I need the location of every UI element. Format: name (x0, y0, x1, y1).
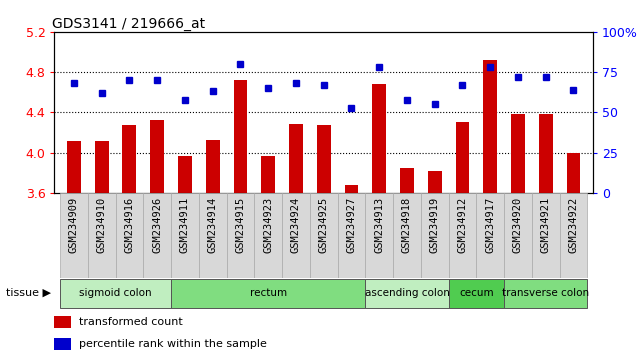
Text: GSM234911: GSM234911 (180, 197, 190, 253)
Bar (456, 122, 469, 193)
Bar (115, 193, 144, 278)
Text: GSM234910: GSM234910 (97, 197, 106, 253)
Text: GSM234915: GSM234915 (235, 197, 246, 253)
Bar (504, 280, 587, 308)
Bar (317, 125, 331, 193)
Text: GSM234917: GSM234917 (485, 197, 495, 253)
Bar (365, 193, 393, 278)
Bar (54, 338, 71, 350)
Text: GSM234912: GSM234912 (458, 197, 467, 253)
Bar (233, 80, 247, 193)
Text: GSM234926: GSM234926 (152, 197, 162, 253)
Bar (289, 125, 303, 193)
Bar (67, 141, 81, 193)
Text: sigmoid colon: sigmoid colon (79, 288, 152, 298)
Bar (532, 193, 560, 278)
Bar (560, 193, 587, 278)
Text: GSM234927: GSM234927 (346, 197, 356, 253)
Text: cecum: cecum (459, 288, 494, 298)
Bar (144, 193, 171, 278)
Bar (54, 316, 71, 328)
Bar (95, 141, 108, 193)
Text: GSM234916: GSM234916 (124, 197, 135, 253)
Text: GSM234923: GSM234923 (263, 197, 273, 253)
Text: GSM234921: GSM234921 (541, 197, 551, 253)
Bar (282, 193, 310, 278)
Text: transformed count: transformed count (79, 317, 183, 327)
Bar (511, 114, 525, 193)
Bar (171, 280, 365, 308)
Bar (449, 280, 504, 308)
Bar (88, 193, 115, 278)
Text: GSM234913: GSM234913 (374, 197, 384, 253)
Bar (262, 156, 275, 193)
Text: GSM234909: GSM234909 (69, 197, 79, 253)
Text: GSM234918: GSM234918 (402, 197, 412, 253)
Bar (178, 156, 192, 193)
Bar (60, 280, 171, 308)
Text: GSM234920: GSM234920 (513, 197, 523, 253)
Bar (476, 193, 504, 278)
Bar (226, 193, 254, 278)
Bar (504, 193, 532, 278)
Bar (122, 125, 137, 193)
Bar (199, 193, 226, 278)
Text: percentile rank within the sample: percentile rank within the sample (79, 339, 267, 349)
Text: GSM234922: GSM234922 (569, 197, 578, 253)
Bar (338, 193, 365, 278)
Bar (539, 114, 553, 193)
Bar (344, 185, 358, 193)
Text: GDS3141 / 219666_at: GDS3141 / 219666_at (52, 17, 205, 31)
Text: tissue ▶: tissue ▶ (6, 287, 51, 297)
Bar (421, 193, 449, 278)
Bar (483, 60, 497, 193)
Bar (171, 193, 199, 278)
Text: transverse colon: transverse colon (502, 288, 589, 298)
Bar (372, 84, 386, 193)
Bar (567, 153, 581, 193)
Bar (393, 193, 421, 278)
Bar (310, 193, 338, 278)
Bar (254, 193, 282, 278)
Bar (400, 168, 414, 193)
Bar (365, 280, 449, 308)
Text: ascending colon: ascending colon (365, 288, 449, 298)
Text: GSM234925: GSM234925 (319, 197, 329, 253)
Bar (60, 193, 88, 278)
Bar (206, 139, 220, 193)
Bar (449, 193, 476, 278)
Bar (428, 171, 442, 193)
Text: GSM234914: GSM234914 (208, 197, 218, 253)
Text: GSM234919: GSM234919 (429, 197, 440, 253)
Text: GSM234924: GSM234924 (291, 197, 301, 253)
Bar (150, 120, 164, 193)
Text: rectum: rectum (249, 288, 287, 298)
